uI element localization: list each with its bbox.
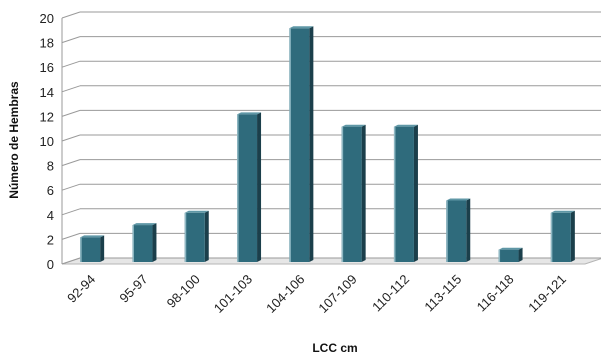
- x-tick-label: 92-94: [64, 272, 98, 306]
- bar-front: [184, 212, 205, 262]
- bar-front: [289, 28, 310, 262]
- bar-highlight: [80, 237, 82, 262]
- grid-line-diagonal: [61, 134, 81, 142]
- bar-side: [466, 198, 471, 262]
- y-tick-label: 12: [40, 109, 54, 124]
- bar-highlight: [184, 212, 187, 262]
- grid-line-diagonal: [61, 36, 81, 44]
- bar-top: [446, 198, 471, 201]
- bar-side: [309, 26, 314, 262]
- x-tick-label: 104-106: [263, 272, 307, 316]
- x-tick-label: 113-115: [421, 272, 464, 315]
- bar: [237, 112, 262, 263]
- bar-front: [80, 237, 101, 262]
- bar-highlight: [550, 212, 553, 262]
- bar-top: [550, 210, 575, 213]
- bar-highlight: [446, 200, 448, 262]
- grid-line-diagonal: [61, 208, 81, 216]
- bar-top: [498, 247, 523, 250]
- bar-top: [289, 26, 314, 29]
- x-axis-title: LCC cm: [312, 341, 357, 355]
- bar: [80, 235, 105, 262]
- grid-line-diagonal: [61, 11, 81, 19]
- bar-top: [132, 223, 157, 226]
- bar-top: [237, 112, 262, 115]
- x-tick-label: 95-97: [116, 272, 150, 306]
- x-tick-label: 98-100: [164, 272, 203, 311]
- grid-line-diagonal: [61, 159, 81, 167]
- bar: [132, 223, 157, 262]
- bar-side: [518, 247, 523, 262]
- y-tick-label: 2: [47, 232, 54, 247]
- grid-line-diagonal: [61, 60, 81, 68]
- bar-side: [413, 124, 418, 262]
- y-tick-label: 4: [47, 208, 54, 223]
- bar-side: [100, 235, 105, 262]
- bar-highlight: [132, 225, 134, 262]
- bar: [393, 124, 418, 262]
- x-tick-label: 107-109: [315, 272, 359, 316]
- bar-highlight: [393, 126, 396, 262]
- x-tick-label: 116-118: [474, 272, 517, 315]
- bar-highlight: [289, 28, 291, 262]
- bar-top: [80, 235, 105, 238]
- bar-front: [446, 200, 467, 262]
- y-tick-label: 10: [40, 134, 54, 149]
- grid-line-diagonal: [61, 109, 81, 117]
- bar: [289, 26, 314, 262]
- bar-front: [132, 225, 153, 262]
- bars: [80, 26, 575, 263]
- grid-line-diagonal: [61, 85, 81, 93]
- grid-line-diagonal: [61, 257, 81, 265]
- bar-front: [550, 212, 571, 262]
- bar-side: [152, 223, 157, 262]
- grid-line-diagonal: [61, 183, 81, 191]
- bar: [550, 210, 575, 262]
- y-axis-title: Número de Hembras: [7, 81, 21, 199]
- bar-front: [341, 126, 362, 262]
- bar-front: [237, 114, 258, 263]
- bar-highlight: [498, 249, 501, 262]
- x-axis: 92-94 95-97 98-100 101-103 104-106 107-109 110…: [64, 272, 569, 316]
- bar-top: [393, 124, 418, 127]
- bar-highlight: [237, 114, 239, 263]
- grid-line-diagonal: [61, 232, 81, 240]
- bar-highlight: [341, 126, 344, 262]
- x-tick-label: 110-112: [369, 272, 412, 315]
- bar-top: [341, 124, 366, 127]
- bar: [446, 198, 471, 262]
- y-tick-label: 16: [40, 60, 54, 75]
- y-tick-label: 8: [47, 159, 54, 174]
- bar: [498, 247, 523, 262]
- x-tick-label: 119-121: [525, 272, 569, 316]
- bar-side: [361, 124, 366, 262]
- bar-side: [570, 210, 575, 262]
- y-tick-label: 18: [40, 36, 54, 51]
- bar-front: [498, 249, 519, 262]
- y-axis: 0 2 4 6 8 10 12 14 16 18 20: [40, 11, 54, 272]
- y-tick-label: 14: [40, 85, 54, 100]
- bar-front: [393, 126, 414, 262]
- x-tick-label: 101-103: [211, 272, 255, 316]
- y-tick-label: 6: [47, 183, 54, 198]
- bar-side: [257, 112, 262, 263]
- y-tick-label: 0: [47, 257, 54, 272]
- bar-side: [204, 210, 209, 262]
- bar: [184, 210, 209, 262]
- y-tick-label: 20: [40, 11, 54, 26]
- bar: [341, 124, 366, 262]
- bar-top: [184, 210, 209, 213]
